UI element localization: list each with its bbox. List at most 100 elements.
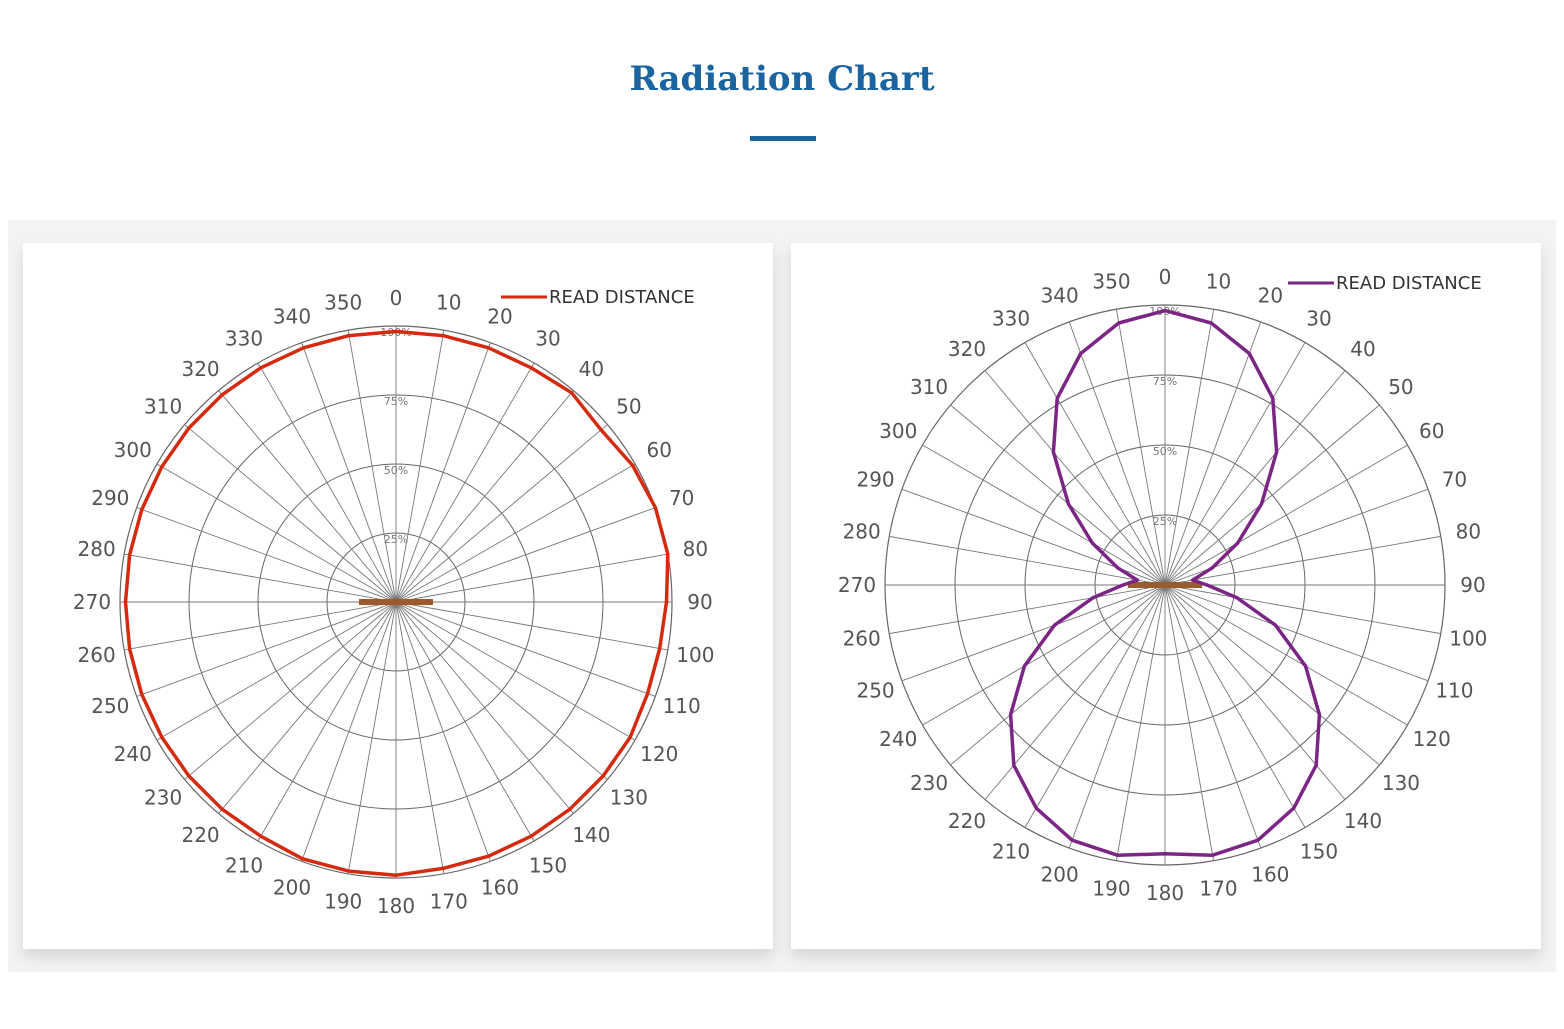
data-point <box>570 391 574 395</box>
data-point <box>1034 806 1038 810</box>
grid-spoke <box>901 488 1166 586</box>
data-point <box>645 691 650 696</box>
grid-spoke <box>901 584 1166 682</box>
angle-tick-label: 0 <box>390 286 403 310</box>
data-point <box>140 692 144 697</box>
data-point <box>666 552 670 556</box>
radiation-chart-dipole: 25%50%75%100%010203040506070809010011012… <box>791 243 1541 949</box>
angle-tick-label: 30 <box>1306 306 1331 330</box>
angle-tick-label: 210 <box>225 853 263 877</box>
data-point <box>1022 664 1026 668</box>
angle-tick-label: 40 <box>579 357 604 381</box>
grid-spoke <box>395 601 656 697</box>
grid-spoke <box>124 601 397 651</box>
angle-tick-label: 20 <box>487 304 512 328</box>
angle-tick-label: 60 <box>647 438 672 462</box>
data-point <box>1121 583 1125 587</box>
angle-tick-label: 310 <box>144 395 182 419</box>
grid-spoke <box>1164 370 1346 586</box>
data-point <box>1070 838 1074 842</box>
grid-spoke <box>1164 584 1215 861</box>
data-point <box>1274 450 1279 454</box>
data-point <box>1211 853 1215 857</box>
data-point <box>486 854 491 858</box>
data-point <box>1008 712 1013 717</box>
data-point <box>394 873 398 877</box>
grid-spoke <box>395 601 636 741</box>
angle-tick-label: 180 <box>1146 881 1184 905</box>
page-title: Radiation Chart <box>629 59 935 99</box>
grid-spoke <box>1024 584 1166 828</box>
series-points <box>1008 309 1322 857</box>
grid-spoke <box>1024 342 1166 586</box>
legend-label: READ DISTANCE <box>549 287 695 308</box>
angle-tick-label: 30 <box>535 327 560 351</box>
angle-tick-label: 270 <box>838 573 876 597</box>
data-point <box>1292 806 1296 810</box>
grid-spoke <box>395 601 491 862</box>
angle-tick-label: 230 <box>144 785 182 809</box>
polar-grid <box>884 304 1446 866</box>
title-underline <box>750 136 816 141</box>
data-point <box>1236 541 1240 545</box>
data-point <box>1256 838 1260 842</box>
grid-spoke <box>301 342 397 603</box>
data-point <box>1205 583 1209 587</box>
data-point <box>1066 502 1071 506</box>
angle-tick-label: 70 <box>1442 468 1467 492</box>
angle-tick-label: 330 <box>225 327 263 351</box>
grid-spoke <box>1164 444 1408 586</box>
data-point <box>128 553 132 557</box>
data-point <box>394 329 398 334</box>
grid-spoke <box>395 330 445 603</box>
data-point <box>628 735 632 739</box>
grid-spoke <box>395 390 574 603</box>
grid-spoke <box>1164 584 1408 726</box>
radial-tick-label: 75% <box>1153 375 1177 388</box>
angle-tick-label: 150 <box>529 853 567 877</box>
angle-tick-label: 60 <box>1419 419 1444 443</box>
grid-spoke <box>156 463 397 603</box>
angle-tick-label: 40 <box>1350 337 1375 361</box>
angle-tick-label: 280 <box>78 537 116 561</box>
data-point <box>441 866 445 870</box>
grid-spoke <box>395 507 656 603</box>
grid-spoke <box>1164 309 1215 586</box>
polar-chart-omni: 25%50%75%100%010203040506070809010011012… <box>73 286 715 918</box>
grid-spoke <box>889 535 1166 586</box>
grid-spoke <box>1164 535 1441 586</box>
data-point <box>601 774 605 778</box>
data-point <box>1163 309 1167 313</box>
polar-grid <box>119 325 673 879</box>
angle-tick-label: 110 <box>1435 678 1473 702</box>
angle-tick-label: 130 <box>1382 771 1420 795</box>
angle-tick-label: 220 <box>948 809 986 833</box>
data-point <box>1163 852 1167 856</box>
angle-tick-label: 90 <box>687 590 712 614</box>
grid-spoke <box>1164 321 1262 586</box>
data-point <box>1091 596 1095 600</box>
grid-spoke <box>922 584 1166 726</box>
legend-label: READ DISTANCE <box>1336 273 1482 294</box>
angle-tick-label: 200 <box>1041 862 1079 886</box>
data-point <box>1052 623 1057 627</box>
grid-spoke <box>395 601 574 814</box>
grid-spoke <box>1068 321 1166 586</box>
angle-tick-label: 130 <box>610 785 648 809</box>
angle-tick-label: 170 <box>1199 876 1237 900</box>
angle-tick-label: 190 <box>1092 876 1130 900</box>
data-point <box>658 646 662 651</box>
angle-tick-label: 300 <box>114 438 152 462</box>
angle-tick-label: 160 <box>1251 862 1289 886</box>
angle-tick-label: 230 <box>910 771 948 795</box>
angle-tick-label: 240 <box>879 727 917 751</box>
grid-spoke <box>395 342 491 603</box>
data-point <box>1115 853 1119 857</box>
angle-tick-label: 50 <box>1388 375 1413 399</box>
data-point <box>346 869 351 873</box>
grid-spoke <box>1068 584 1166 849</box>
angle-tick-label: 120 <box>1413 727 1451 751</box>
grid-spoke <box>984 584 1166 800</box>
angle-tick-label: 340 <box>1041 284 1079 308</box>
angle-tick-label: 280 <box>843 520 881 544</box>
